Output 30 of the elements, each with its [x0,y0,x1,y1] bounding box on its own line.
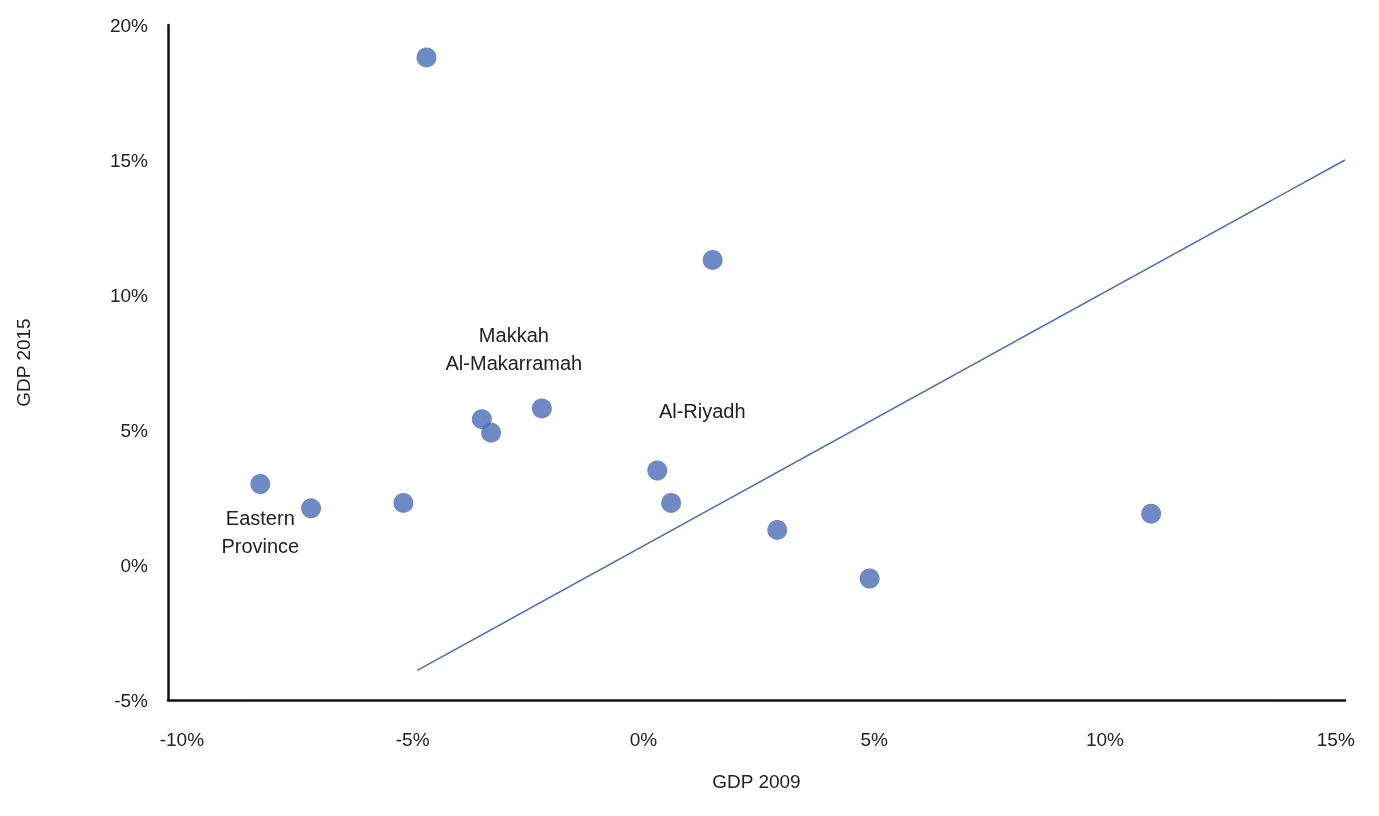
point [416,47,437,68]
annotation: Makkah Al-Makarramah [445,324,583,375]
point [393,492,414,513]
annotation: Al-Riyadh [658,399,746,422]
annotation: Eastern Province [221,507,300,557]
point [859,568,880,589]
x-tick-label: 15% [1316,729,1355,750]
y-tick-label: 10% [109,284,149,306]
point [250,474,271,494]
y-tick-label: 5% [120,419,149,441]
x-tick-label: 10% [1085,729,1125,750]
point [661,492,682,513]
point [471,409,492,430]
point [1141,503,1162,524]
point [301,498,322,519]
y-tick-label: -5% [114,689,149,711]
x-axis-title: GDP 2009 [712,771,801,792]
point [702,249,723,270]
x-tick-label: -5% [395,729,430,750]
x-tick-label: -10% [159,729,205,750]
x-tick-label: 0% [629,729,658,750]
point [531,398,552,419]
y-tick-label: 15% [109,149,149,171]
y-tick-label: 0% [120,554,149,576]
x-tick-label: 5% [860,729,889,750]
point [767,519,788,540]
point [647,460,668,481]
point [481,422,502,443]
y-axis-title: GDP 2015 [13,318,34,407]
y-tick-label: 20% [109,14,149,36]
